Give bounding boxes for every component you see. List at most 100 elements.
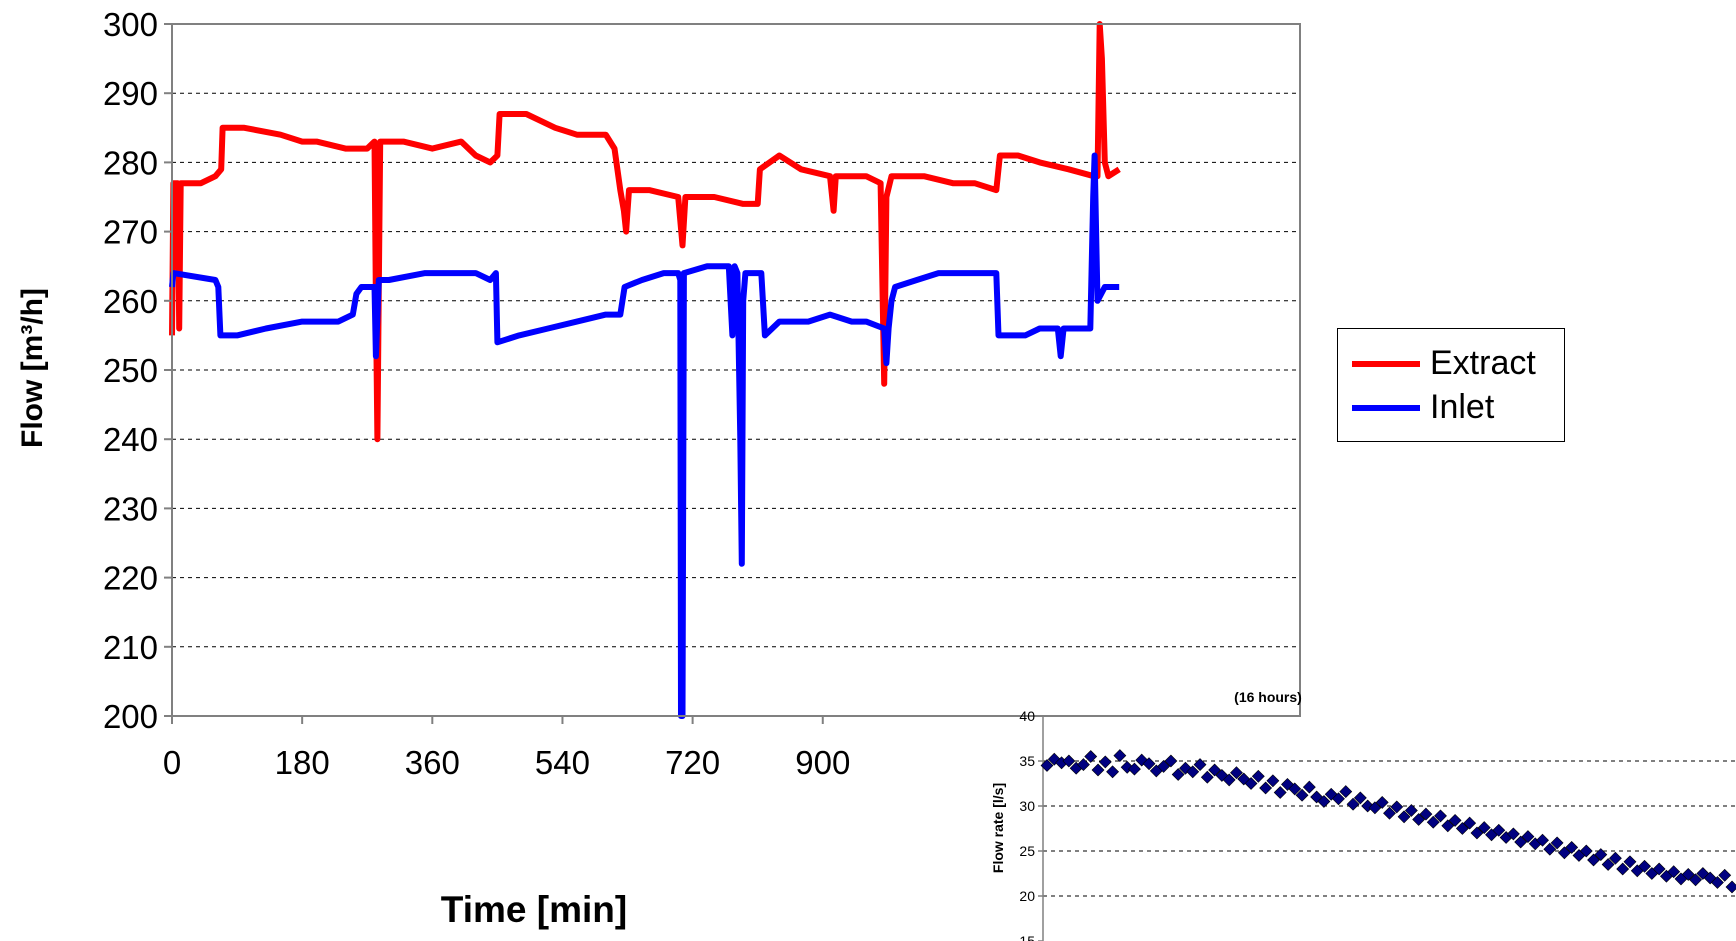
inset-y-tick-label: 15 [1019, 933, 1035, 941]
inset-data-point [1587, 853, 1600, 867]
y-tick-label: 260 [103, 283, 158, 320]
inset-data-point [1077, 758, 1090, 772]
y-tick-label: 220 [103, 560, 158, 597]
inset-data-point [1208, 763, 1222, 777]
inset-y-tick-label: 20 [1019, 888, 1035, 904]
inset-data-point [1106, 765, 1120, 779]
y-tick-label: 300 [103, 6, 158, 43]
inset-data-point [1470, 826, 1484, 840]
inset-data-point [1434, 809, 1447, 823]
inset-data-point [1711, 876, 1724, 889]
legend-swatch-inlet [1352, 405, 1420, 411]
inset-data-point [1601, 858, 1615, 871]
inset-data-point [1142, 757, 1156, 771]
legend-label-inlet: Inlet [1430, 388, 1495, 426]
inset-data-point [1681, 867, 1695, 881]
y-tick-label: 230 [103, 490, 158, 527]
inset-data-point [1302, 780, 1316, 794]
x-tick-label: 180 [275, 744, 330, 781]
inset-y-tick-label: 30 [1019, 798, 1035, 814]
inset-data-point [1441, 819, 1455, 833]
inset-data-point [1725, 880, 1736, 894]
inset-data-point [1455, 822, 1469, 835]
inset-data-point [1594, 848, 1608, 862]
inset-data-point [1404, 804, 1418, 817]
inset-data-point [1616, 862, 1630, 876]
inset-y-tick-label: 25 [1019, 843, 1035, 859]
y-axis-ticks: 200 210 220 230 240 250 260 270 280 290 300 [103, 6, 172, 735]
inset-data-point [1375, 795, 1389, 809]
inset-data-point [1230, 766, 1243, 780]
inset-data-point [1339, 785, 1353, 799]
series-line-extract [169, 21, 1121, 443]
inset-data-point [1222, 773, 1236, 787]
inset-data-point [1317, 795, 1331, 808]
inset-data-point [1266, 774, 1280, 788]
inset-data-point [1390, 800, 1404, 814]
inset-data-point [1689, 873, 1702, 887]
inset-data-point [1397, 810, 1411, 824]
x-axis-ticks: 0 180 360 540 720 900 [163, 716, 850, 781]
inset-data-point [1652, 862, 1666, 876]
inset-data-point [1718, 868, 1732, 882]
inset-y-tick-label: 40 [1019, 708, 1035, 724]
inset-data-point [1259, 781, 1273, 795]
inset-data-point [1157, 759, 1171, 773]
x-tick-label: 0 [163, 744, 181, 781]
inset-data-point [1091, 763, 1105, 777]
inset-data-point [1368, 801, 1382, 815]
inset-data-point [1492, 823, 1506, 837]
y-tick-label: 200 [103, 698, 158, 735]
inset-data-point [1040, 759, 1054, 772]
inset-data-point [1164, 754, 1178, 768]
inset-data-point [1550, 836, 1564, 850]
inset-data-point [1353, 791, 1367, 805]
y-tick-label: 240 [103, 421, 158, 458]
inset-data-point [1171, 768, 1185, 781]
gridlines [172, 92, 1300, 648]
y-tick-label: 270 [103, 214, 158, 251]
inset-data-point [1288, 782, 1302, 796]
inset-data-point [1506, 827, 1520, 841]
inset-data-point [1608, 851, 1622, 865]
inset-data-point [1098, 755, 1112, 769]
inset-y-axis-label: Flow rate [l/s] [990, 783, 1006, 873]
inset-data-point [1295, 788, 1309, 802]
inset-data-point [1062, 754, 1076, 768]
inset-data-point [1113, 749, 1127, 763]
inset-data-point [1128, 762, 1141, 776]
legend: Extract Inlet [1337, 328, 1565, 442]
inset-data-point [1251, 769, 1265, 783]
x-tick-label: 540 [535, 744, 590, 781]
inset-data-point [1536, 833, 1549, 847]
x-tick-label: 360 [405, 744, 460, 781]
inset-data-point [1463, 816, 1477, 830]
x-tick-label: 720 [665, 744, 720, 781]
inset-data-point [1383, 806, 1396, 820]
inset-data-point [1514, 835, 1528, 849]
inset-data-point [1412, 813, 1426, 826]
inset-data-point [1579, 844, 1593, 858]
inset-data-point [1193, 758, 1207, 772]
inset-y-tick-label: 35 [1019, 753, 1035, 769]
inset-data-point [1346, 797, 1360, 811]
inset-data-point [1084, 750, 1098, 763]
y-axis-label: Flow [m³/h] [16, 288, 49, 448]
inset-data-point [1244, 777, 1258, 790]
legend-swatch-extract [1352, 361, 1420, 367]
y-tick-label: 250 [103, 352, 158, 389]
inset-data-point [1543, 842, 1557, 856]
inset-data-point [1623, 855, 1637, 869]
inset-chart: (16 hours) 15 20 25 30 35 40 Flow rate [l/s] [990, 689, 1736, 941]
y-tick-label: 210 [103, 629, 158, 666]
inset-data-point [1638, 859, 1651, 873]
inset-gridlines [1043, 760, 1736, 897]
y-tick-label: 280 [103, 144, 158, 181]
legend-item-inlet: Inlet [1338, 387, 1564, 427]
inset-data-point [1332, 792, 1345, 806]
x-axis-label: Time [min] [441, 889, 627, 930]
inset-data-point [1565, 840, 1579, 854]
series-line-inlet [169, 152, 1120, 719]
inset-data-point [1557, 846, 1571, 860]
